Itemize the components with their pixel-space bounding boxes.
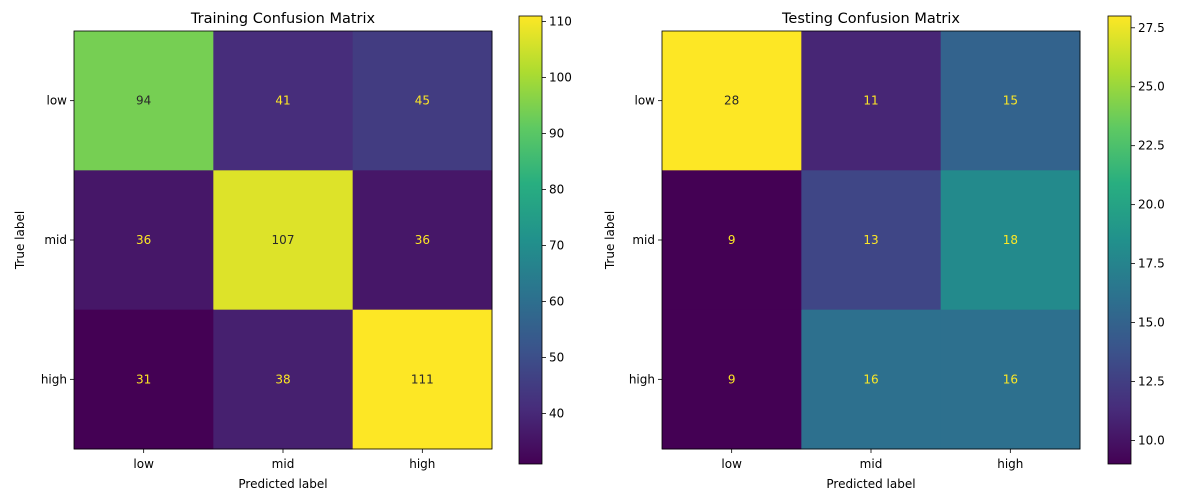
training-colorbar-tick-label-3: 70 [549,239,564,253]
training-x-axis-label: Predicted label [238,477,327,491]
training-cell-value-2-0: 31 [136,372,151,386]
testing-cell-1-0 [662,170,802,311]
training-colorbar-ticks: 40 50 60 70 80 90 100 110 [542,15,572,421]
testing-cell-2-2 [940,309,1081,450]
testing-y-tick-label-1: mid [632,233,655,247]
testing-cell-value-1-0: 9 [728,233,736,247]
testing-cell-value-1-2: 18 [1003,233,1018,247]
training-cell-1-0 [74,170,214,311]
training-y-tick-label-2: high [41,372,67,386]
training-y-ticks: low mid high [41,94,74,386]
testing-title: Testing Confusion Matrix [781,11,960,27]
training-cell-2-1 [213,309,354,450]
testing-x-axis-label: Predicted label [826,477,915,491]
training-x-tick-label-1: mid [272,457,295,471]
training-colorbar-tick-label-6: 100 [549,71,572,85]
testing-cell-value-0-1: 11 [863,94,878,108]
training-cell-0-0 [74,31,214,171]
training-cell-value-1-1: 107 [272,233,295,247]
testing-colorbar-tick-label-1: 12.5 [1138,374,1165,388]
training-cell-0-2 [352,31,493,171]
training-x-ticks: low mid high [133,449,435,471]
testing-cell-value-2-2: 16 [1003,372,1018,386]
training-x-tick-label-0: low [133,457,154,471]
testing-y-tick-label-2: high [629,372,655,386]
testing-colorbar-tick-label-2: 15.0 [1138,316,1165,330]
testing-cell-value-2-0: 9 [728,372,736,386]
testing-cell-1-1 [801,170,942,311]
testing-cell-2-0 [662,309,802,450]
training-cell-value-2-2: 111 [411,372,434,386]
testing-colorbar-ticks: 10.0 12.5 15.0 17.5 20.0 22.5 25.0 27.5 [1131,21,1165,447]
training-y-tick-label-1: mid [44,233,67,247]
testing-cell-value-1-1: 13 [863,233,878,247]
testing-colorbar-tick-label-3: 17.5 [1138,257,1165,271]
testing-cell-0-1 [801,31,942,171]
training-colorbar [518,15,543,465]
testing-colorbar-tick-label-5: 22.5 [1138,139,1165,153]
testing-cell-value-0-0: 28 [724,94,739,108]
testing-y-tick-label-0: low [635,94,656,108]
training-y-tick-label-0: low [47,94,68,108]
testing-x-tick-label-0: low [721,457,742,471]
training-cell-2-0 [74,309,214,450]
training-cell-value-1-2: 36 [415,233,430,247]
training-y-axis-label: True label [13,211,27,270]
testing-colorbar-tick-label-4: 20.0 [1138,198,1165,212]
training-colorbar-tick-label-1: 50 [549,351,564,365]
testing-cell-2-1 [801,309,942,450]
training-cell-value-0-2: 45 [415,94,430,108]
testing-cell-1-2 [940,170,1081,311]
training-cell-2-2 [352,309,493,450]
testing-cell-value-2-1: 16 [863,372,878,386]
training-cell-0-1 [213,31,354,171]
training-colorbar-tick-label-5: 90 [549,127,564,141]
testing-cells: 28 11 15 9 13 18 9 16 16 [662,31,1081,450]
testing-colorbar-tick-label-7: 27.5 [1138,21,1165,35]
testing-cell-0-0 [662,31,802,171]
training-colorbar-tick-label-7: 110 [549,15,572,29]
training-cell-value-0-0: 94 [136,94,151,108]
training-cell-1-2 [352,170,493,311]
testing-x-tick-label-1: mid [860,457,883,471]
testing-colorbar-tick-label-6: 25.0 [1138,80,1165,94]
training-cell-1-1 [213,170,354,311]
training-colorbar-tick-label-2: 60 [549,295,564,309]
testing-colorbar [1107,15,1132,465]
testing-colorbar-tick-label-0: 10.0 [1138,433,1165,447]
training-colorbar-tick-label-4: 80 [549,183,564,197]
testing-x-ticks: low mid high [721,449,1023,471]
training-x-tick-label-2: high [409,457,435,471]
testing-cell-0-2 [940,31,1081,171]
testing-x-tick-label-2: high [997,457,1023,471]
training-panel: Training Confusion Matrix 94 41 45 36 107 36 3… [13,11,572,491]
testing-y-ticks: low mid high [629,94,662,386]
testing-panel: Testing Confusion Matrix 28 11 15 9 13 18 9 16 1… [603,11,1165,491]
training-cell-value-1-0: 36 [136,233,151,247]
training-cell-value-0-1: 41 [275,94,290,108]
testing-cell-value-0-2: 15 [1003,94,1018,108]
training-cells: 94 41 45 36 107 36 31 38 111 [74,31,493,450]
training-cell-value-2-1: 38 [275,372,290,386]
training-title: Training Confusion Matrix [190,11,376,27]
testing-y-axis-label: True label [603,211,617,270]
training-colorbar-tick-label-0: 40 [549,407,564,421]
